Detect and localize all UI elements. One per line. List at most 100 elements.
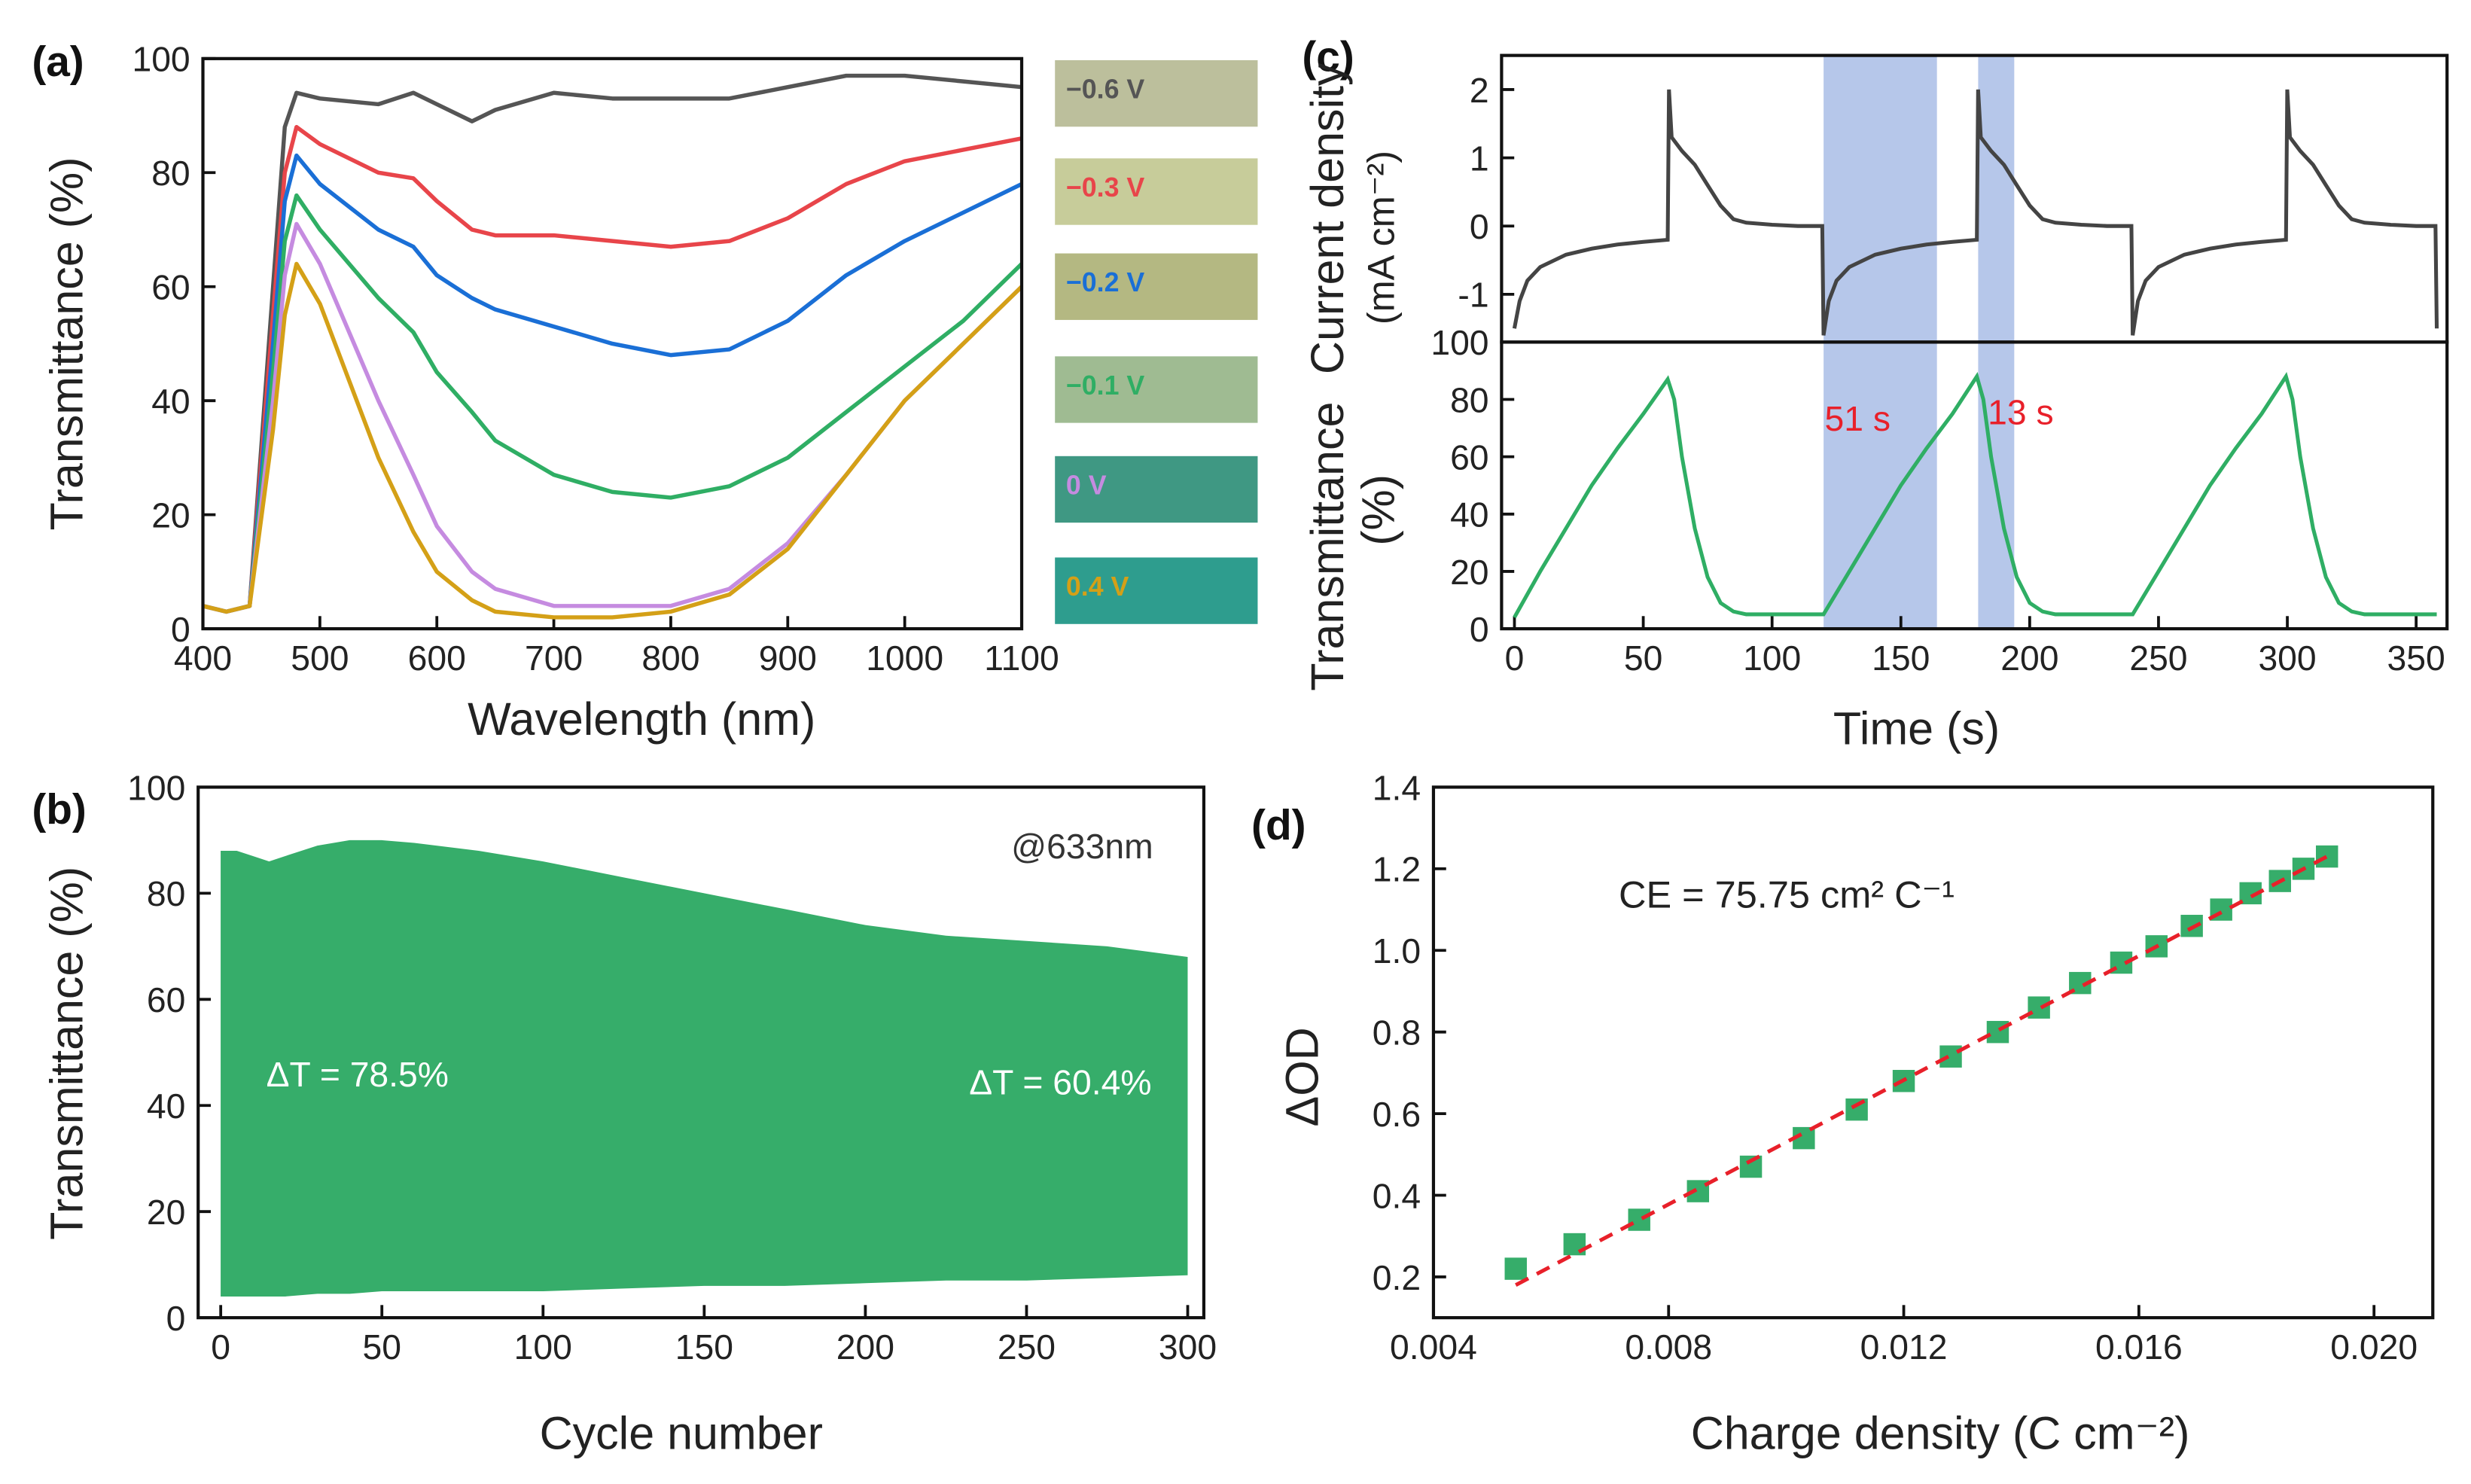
y-axis-label-c-bottom-1: Transmittance [1302,402,1353,691]
spectrum-line [202,153,1023,614]
swatch: 0 V [1055,456,1258,523]
swatch-photo [1055,557,1258,624]
swatch: −0.3 V [1055,158,1258,225]
data-point [1628,1208,1650,1231]
y-tick-label: 1 [1470,139,1489,178]
y-tick-label: 80 [147,874,185,913]
x-tick-label: 250 [998,1327,1056,1367]
x-tick-label: 200 [2000,638,2058,678]
swatch-photo [1055,59,1258,127]
data-point [1939,1045,1962,1068]
swatch-label: −0.1 V [1066,370,1145,401]
annotation-wavelength: @633nm [1011,827,1153,866]
y-tick-label: 1.2 [1373,850,1421,889]
x-tick-label: 0.020 [2330,1327,2418,1367]
plot-frame-c-top [1500,53,2449,344]
y-tick-label: -1 [1458,276,1488,315]
y-tick-label: 0 [166,1299,186,1338]
x-tick-label: 600 [408,638,466,678]
plot-frame-d [1431,785,2435,1320]
x-tick-label: 300 [1159,1327,1217,1367]
swatch-label: 0 V [1066,470,1107,500]
panel-a: (a) Wavelength (nm) Transmittance (%) 40… [32,38,1059,745]
panel-label-c: (c) [1302,34,1354,81]
y-tick-label: 0.2 [1373,1258,1421,1297]
x-tick-label: 250 [2129,638,2187,678]
current-density-line [1512,89,2439,336]
x-tick-label: 700 [525,638,583,678]
swatch-photo [1055,456,1258,523]
response-time-label: 51 s [1825,399,1891,438]
y-tick-label: 60 [1450,437,1488,477]
data-point [1504,1257,1527,1280]
x-axis-label-d: Charge density (C cm⁻²) [1691,1408,2190,1459]
y-tick-label: 0.6 [1373,1095,1421,1134]
swatch-label: 0.4 V [1066,571,1129,602]
plot-frame-a [201,56,1024,631]
x-tick-label: 0.004 [1390,1327,1477,1367]
spectrum-line [202,124,1022,614]
swatch-label: −0.2 V [1066,267,1145,297]
y-tick-label: 60 [147,980,185,1019]
swatch-photo [1055,253,1258,320]
x-tick-label: 0 [211,1327,230,1367]
annotation-delta-t-initial: ΔT = 78.5% [267,1055,449,1094]
x-tick-label: 0.016 [2095,1327,2183,1367]
x-tick-label: 1000 [866,638,943,678]
x-tick-label: 300 [2258,638,2316,678]
data-point [2315,845,2338,868]
panel-d: (d) Charge density (C cm⁻²) ΔOD 0.004 0.0… [1251,768,2435,1459]
y-tick-label: 100 [1430,323,1488,362]
x-tick-label: 500 [291,638,349,678]
swatch: −0.6 V [1055,59,1258,127]
y-tick-label: 0 [1470,610,1489,649]
x-tick-label: 400 [174,638,232,678]
y-tick-label: 40 [151,382,190,421]
data-point [2028,996,2050,1019]
y-tick-label: 40 [1450,495,1488,535]
spectrum-line [202,193,1023,614]
y-tick-label: 1.4 [1373,768,1421,807]
swatch: −0.1 V [1055,356,1258,423]
x-tick-label: 200 [836,1327,894,1367]
swatch: −0.2 V [1055,253,1258,320]
panel-label-b: (b) [32,786,87,833]
x-tick-label: 0.008 [1625,1327,1712,1367]
x-tick-label: 50 [1624,638,1662,678]
y-tick-label: 80 [1450,380,1488,419]
x-tick-label: 350 [2387,638,2445,678]
y-axis-label-a: Transmittance (%) [41,157,93,530]
plot-frame-b [197,785,1206,1320]
transmittance-line [1513,371,2437,619]
x-tick-label: 100 [514,1327,572,1367]
y-axis-label-d: ΔOD [1276,1027,1327,1126]
swatch-label: −0.3 V [1066,172,1145,203]
x-axis-label-c: Time (s) [1833,703,2000,754]
y-tick-label: 20 [151,495,190,535]
spectrum-line [202,73,1022,614]
y-axis-label-b: Transmittance (%) [41,867,93,1240]
x-tick-label: 100 [1743,638,1801,678]
y-tick-label: 100 [127,768,185,807]
x-tick-label: 800 [641,638,699,678]
y-tick-label: 0 [171,610,190,649]
panel-label-d: (d) [1251,802,1306,849]
voltage-swatches: −0.6 V −0.3 V −0.2 V −0.1 V 0 V 0.4 V [1055,59,1258,624]
panel-b: (b) Cycle number Transmittance (%) 0 50 10… [32,768,1217,1458]
y-tick-label: 0.8 [1373,1013,1421,1053]
x-tick-label: 50 [362,1327,401,1367]
y-axis-label-c-top-2: (mA cm⁻²) [1359,151,1402,325]
x-tick-label: 0.012 [1860,1327,1948,1367]
y-tick-label: 0.4 [1373,1176,1421,1215]
y-tick-label: 20 [147,1193,185,1232]
x-tick-label: 900 [759,638,817,678]
panel-c: (c) Time (s) Current density (mA cm⁻²) T… [1302,34,2449,754]
swatch: 0.4 V [1055,557,1258,624]
annotation-delta-t-final: ΔT = 60.4% [969,1063,1151,1102]
panel-label-a: (a) [32,38,84,86]
y-tick-label: 20 [1450,553,1488,592]
swatch-photo [1055,158,1258,225]
plot-frame-c-bottom [1500,340,2449,631]
cycling-envelope-area [221,840,1188,1297]
